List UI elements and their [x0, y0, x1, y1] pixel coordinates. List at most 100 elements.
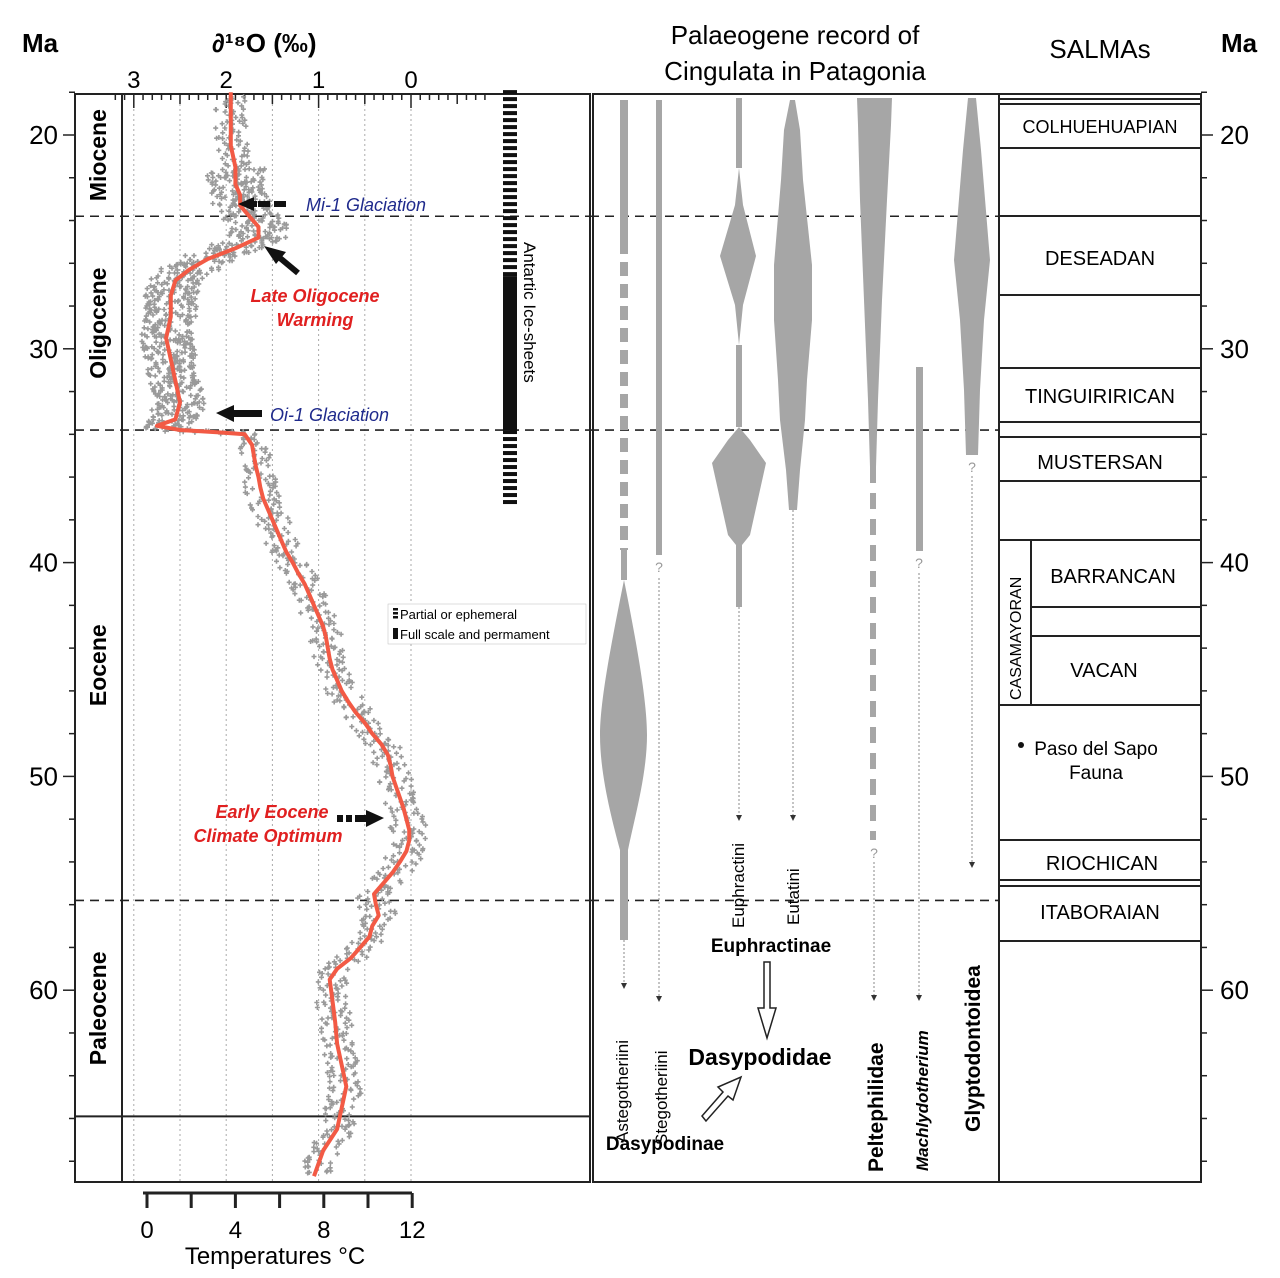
scatter-point [158, 334, 164, 340]
scatter-point [398, 880, 404, 886]
scatter-point [391, 744, 397, 750]
scatter-point [260, 168, 266, 174]
scatter-point [315, 625, 321, 631]
scatter-point [182, 345, 188, 351]
scatter-point [241, 250, 247, 256]
scatter-point [184, 260, 190, 266]
scatter-point [308, 615, 314, 621]
scatter-point [324, 669, 330, 675]
scatter-point [344, 980, 350, 986]
left-age-tick-label: 30 [29, 334, 58, 364]
scatter-point [377, 726, 383, 732]
ice-sheets-label: Antartic Ice-sheets [520, 242, 539, 383]
scatter-point [244, 141, 250, 147]
scatter-point [216, 185, 222, 191]
scatter-point [331, 613, 337, 619]
scatter-point [241, 441, 247, 447]
scatter-point [268, 211, 274, 217]
scatter-point [302, 1164, 308, 1170]
scatter-point [347, 679, 352, 685]
peltephilidae-range: ? [857, 98, 892, 1001]
scatter-point [187, 270, 193, 276]
scatter-point [369, 903, 374, 909]
scatter-point [338, 1012, 344, 1018]
ice-sheet-partial-segment [503, 146, 517, 151]
scatter-point [159, 317, 165, 323]
scatter-point [380, 866, 386, 871]
scatter-point [357, 904, 362, 910]
scatter-point [373, 930, 378, 936]
scatter-point [331, 1073, 337, 1078]
scatter-point [143, 424, 149, 430]
scatter-point [318, 667, 324, 673]
salma-riochican: RIOCHICAN [1046, 853, 1158, 875]
scatter-point [314, 1146, 320, 1152]
ice-sheet-partial-segment [503, 139, 517, 144]
scatter-point [146, 422, 152, 427]
machlydotherium-label: Machlydotherium [913, 1030, 932, 1171]
left-age-tick-label: 50 [29, 761, 58, 791]
scatter-point [229, 229, 235, 235]
scatter-point [340, 1033, 345, 1039]
scatter-point [334, 1151, 340, 1157]
euphractini-label: Euphractini [729, 843, 748, 928]
scatter-point [364, 906, 370, 912]
scatter-point [397, 745, 403, 751]
scatter-point [178, 368, 184, 374]
scatter-point [329, 1127, 334, 1133]
ice-sheet-partial-segment [503, 153, 517, 158]
scatter-point [275, 220, 281, 226]
scatter-point [188, 330, 194, 336]
scatter-point [150, 312, 156, 318]
scatter-point [344, 1025, 350, 1031]
scatter-point [371, 717, 377, 723]
scatter-point [297, 582, 303, 588]
scatter-point [319, 1029, 324, 1035]
scatter-point [276, 500, 282, 506]
scatter-point [341, 705, 347, 711]
scatter-point [157, 344, 163, 350]
late-oligocene-label-line2: Warming [277, 310, 354, 330]
scatter-point [230, 188, 235, 194]
scatter-point [162, 347, 168, 353]
scatter-point [246, 159, 252, 165]
scatter-point [197, 404, 202, 410]
scatter-point [242, 117, 248, 123]
scatter-point [357, 930, 363, 936]
scatter-point [237, 445, 243, 451]
scatter-point [238, 163, 244, 169]
scatter-point [385, 891, 391, 897]
scatter-point [217, 192, 223, 197]
scatter-point [192, 296, 198, 302]
eeco-label-line2: Climate Optimum [193, 826, 342, 846]
d18o-axis: 3 2 1 0 [114, 67, 486, 108]
scatter-point [311, 1144, 317, 1150]
scatter-point [232, 213, 237, 219]
scatter-point [368, 742, 373, 748]
scatter-point [329, 691, 335, 697]
scatter-point [153, 339, 159, 345]
scatter-point [350, 1050, 356, 1056]
scatter-point [337, 958, 343, 964]
scatter-point [276, 493, 282, 499]
scatter-point [328, 1101, 334, 1107]
scatter-point [406, 770, 411, 776]
scatter-point [210, 201, 216, 206]
scatter-point [218, 175, 224, 180]
scatter-point [237, 138, 243, 144]
ice-sheet-partial-segment [503, 251, 517, 256]
scatter-point [153, 327, 159, 333]
scatter-point [367, 944, 373, 950]
scatter-point [346, 1017, 352, 1023]
scatter-point [267, 236, 272, 242]
scatter-point [229, 242, 235, 248]
scatter-point [285, 515, 291, 521]
scatter-point [413, 861, 419, 867]
scatter-point [297, 562, 303, 568]
scatter-point [329, 636, 335, 642]
mi1-arrow [238, 197, 254, 211]
scatter-point [242, 479, 248, 485]
scatter-point [336, 1141, 342, 1147]
scatter-point [220, 167, 226, 173]
